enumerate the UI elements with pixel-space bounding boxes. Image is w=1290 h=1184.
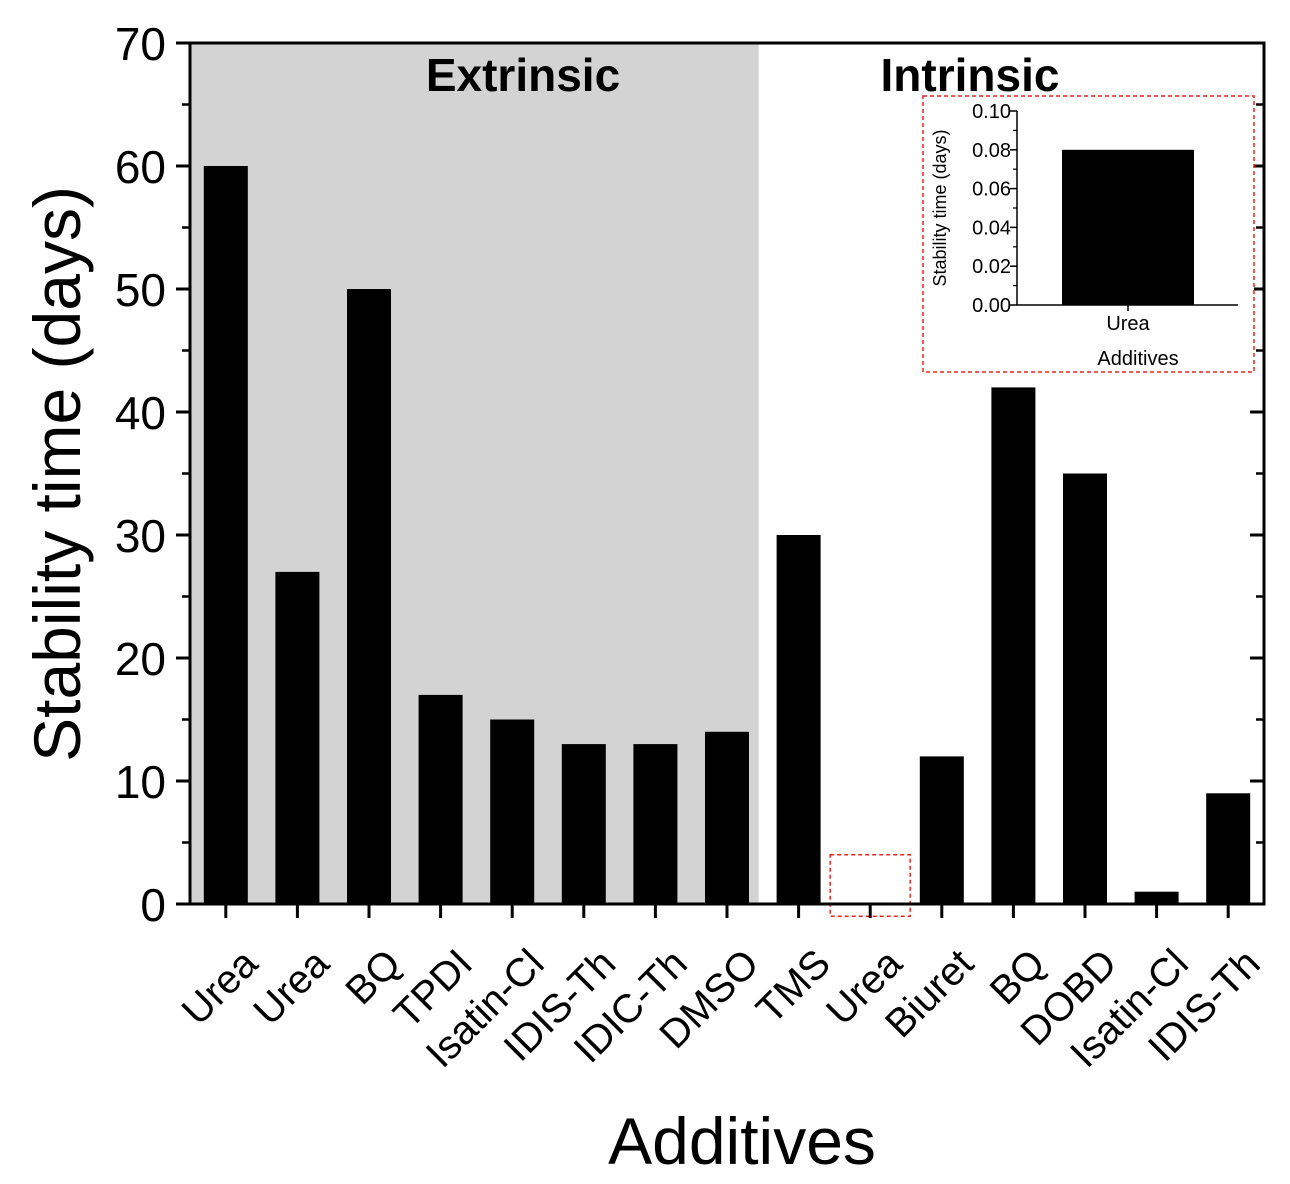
bar-3 [418,694,463,904]
y-axis-title: Stability time (days) [20,186,94,762]
inset-x-axis-title: Additives [1097,348,1178,370]
bar-11 [991,387,1036,904]
inset-frame [922,95,1255,373]
y-tick-label: 50 [115,264,166,316]
region-extrinsic-label: Extrinsic [426,49,620,101]
inset-y-tick-label: 0.06 [972,179,1011,201]
inset-y-tick-label: 0.00 [972,295,1011,317]
bar-4 [490,719,535,904]
x-axis-title: Additives [608,1104,876,1178]
bar-10 [919,756,964,904]
bar-7 [705,731,749,904]
bar-13 [1134,891,1179,904]
x-tick-label: Urea [174,941,267,1034]
y-tick-label: 60 [115,141,166,193]
y-tick-label: 20 [115,633,166,685]
inset-y-axis-title: Stability time (days) [930,129,950,286]
bar-14 [1206,793,1251,904]
y-tick-label: 70 [115,18,166,70]
bar-1 [275,571,320,904]
region-intrinsic-label: Intrinsic [881,49,1060,101]
inset-x-tick-label: Urea [1106,313,1150,335]
bar-0 [203,166,248,904]
inset-bar [1062,149,1194,305]
bar-12 [1063,473,1107,904]
inset-y-tick-label: 0.04 [972,217,1011,239]
y-tick-label: 40 [115,387,166,439]
y-tick-label: 0 [140,879,166,931]
bar-6 [633,744,678,904]
inset-y-tick-label: 0.08 [972,140,1011,162]
x-tick-label: TMS [748,941,839,1032]
inset-y-tick-label: 0.02 [972,256,1011,278]
bar-2 [347,289,391,904]
highlight-box [829,854,911,918]
y-tick-label: 30 [115,510,166,562]
y-tick-label: 10 [115,756,166,808]
inset-y-tick-label: 0.10 [972,101,1011,123]
x-tick-label: Urea [245,941,338,1034]
bar-5 [561,744,606,904]
bar-8 [776,535,821,904]
